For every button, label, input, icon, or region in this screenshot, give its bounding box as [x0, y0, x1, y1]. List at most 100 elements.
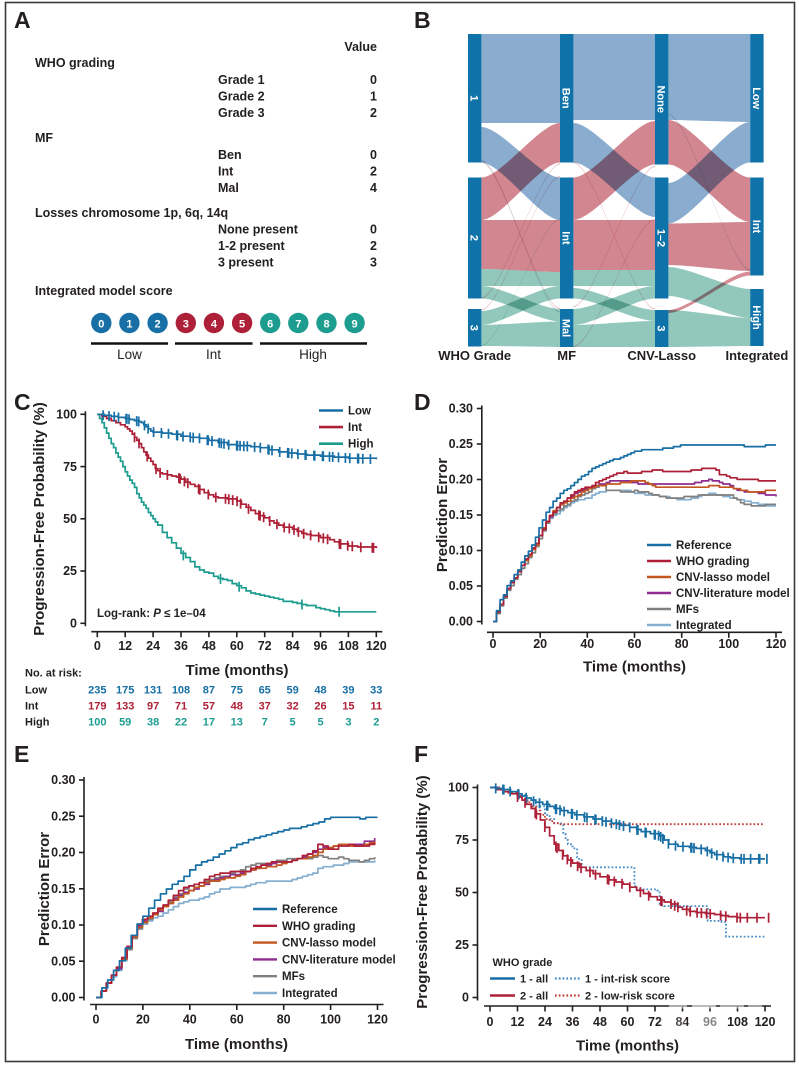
- svg-text:Low: Low: [117, 347, 142, 362]
- svg-text:133: 133: [116, 701, 134, 713]
- svg-text:Int: Int: [218, 165, 234, 179]
- svg-text:120: 120: [366, 639, 387, 653]
- svg-text:75: 75: [63, 460, 77, 474]
- svg-text:Grade 1: Grade 1: [218, 73, 265, 87]
- svg-text:4: 4: [211, 318, 218, 330]
- svg-text:2: 2: [370, 165, 377, 179]
- svg-text:CNV-literature model: CNV-literature model: [676, 588, 790, 600]
- svg-text:75: 75: [455, 833, 469, 847]
- svg-text:0: 0: [462, 991, 469, 1005]
- svg-text:9: 9: [352, 318, 358, 330]
- svg-text:37: 37: [259, 701, 271, 713]
- svg-text:Integrated model score: Integrated model score: [35, 284, 173, 298]
- svg-text:3: 3: [183, 318, 189, 330]
- svg-text:None: None: [655, 85, 667, 113]
- svg-text:E: E: [14, 741, 29, 767]
- svg-text:CNV-literature model: CNV-literature model: [282, 954, 396, 966]
- svg-text:72: 72: [258, 639, 272, 653]
- svg-text:4: 4: [370, 181, 377, 195]
- svg-text:120: 120: [367, 1013, 388, 1027]
- svg-text:High: High: [348, 439, 374, 451]
- svg-text:3: 3: [655, 325, 667, 331]
- svg-text:WHO grade: WHO grade: [493, 957, 553, 969]
- svg-text:MFs: MFs: [676, 604, 699, 616]
- svg-text:20: 20: [533, 637, 547, 651]
- svg-text:120: 120: [755, 1015, 776, 1029]
- svg-text:Low: Low: [348, 406, 371, 418]
- svg-text:Reference: Reference: [282, 904, 338, 916]
- svg-text:Grade 3: Grade 3: [218, 106, 265, 120]
- svg-text:15: 15: [342, 701, 354, 713]
- svg-text:High: High: [299, 347, 327, 362]
- svg-text:36: 36: [174, 639, 188, 653]
- svg-text:7: 7: [295, 318, 301, 330]
- svg-text:Losses chromosome 1p, 6q, 14q: Losses chromosome 1p, 6q, 14q: [35, 206, 228, 220]
- svg-text:Integrated: Integrated: [725, 348, 788, 363]
- svg-text:80: 80: [277, 1013, 291, 1027]
- svg-text:MFs: MFs: [282, 971, 305, 983]
- svg-text:5: 5: [239, 318, 245, 330]
- svg-text:179: 179: [88, 701, 106, 713]
- svg-text:Log-rank: P ≤ 1e–04: Log-rank: P ≤ 1e–04: [97, 608, 206, 620]
- svg-text:36: 36: [566, 1015, 580, 1029]
- svg-text:3: 3: [345, 717, 351, 729]
- svg-text:High: High: [750, 305, 762, 330]
- svg-text:100: 100: [56, 408, 77, 422]
- svg-text:97: 97: [147, 701, 159, 713]
- svg-text:Progression-Free Probability (: Progression-Free Probability (%): [414, 775, 431, 1008]
- svg-text:Progression-Free Probability (: Progression-Free Probability (%): [31, 402, 48, 635]
- svg-text:0.30: 0.30: [51, 773, 75, 787]
- svg-text:0: 0: [490, 637, 497, 651]
- svg-text:60: 60: [628, 637, 642, 651]
- svg-text:26: 26: [314, 701, 326, 713]
- svg-text:5: 5: [290, 717, 296, 729]
- svg-text:24: 24: [538, 1015, 552, 1029]
- svg-text:Time (months): Time (months): [185, 662, 288, 679]
- svg-text:Ben: Ben: [560, 88, 572, 109]
- svg-text:WHO grading: WHO grading: [282, 921, 355, 933]
- svg-text:0.25: 0.25: [449, 437, 473, 451]
- svg-text:0: 0: [370, 223, 377, 237]
- svg-text:2: 2: [468, 235, 480, 241]
- svg-text:32: 32: [286, 701, 298, 713]
- svg-text:F: F: [414, 741, 428, 767]
- svg-text:0.30: 0.30: [449, 402, 473, 416]
- svg-text:Grade 2: Grade 2: [218, 90, 265, 104]
- svg-text:84: 84: [676, 1015, 690, 1029]
- svg-text:Int: Int: [206, 347, 221, 362]
- svg-text:2: 2: [155, 318, 161, 330]
- svg-text:0.15: 0.15: [449, 508, 473, 522]
- svg-text:60: 60: [230, 639, 244, 653]
- svg-text:12: 12: [118, 639, 132, 653]
- svg-text:50: 50: [455, 886, 469, 900]
- svg-text:175: 175: [116, 685, 134, 697]
- svg-text:C: C: [14, 389, 31, 415]
- svg-text:7: 7: [262, 717, 268, 729]
- svg-text:Int: Int: [348, 422, 362, 434]
- svg-text:Low: Low: [25, 685, 47, 697]
- svg-text:Int: Int: [750, 220, 762, 234]
- svg-text:None present: None present: [218, 223, 299, 237]
- svg-text:6: 6: [267, 318, 273, 330]
- svg-text:48: 48: [202, 639, 216, 653]
- svg-text:2 - low-risk score: 2 - low-risk score: [585, 991, 675, 1003]
- svg-text:22: 22: [175, 717, 187, 729]
- svg-text:5: 5: [317, 717, 323, 729]
- svg-text:120: 120: [766, 637, 787, 651]
- svg-text:59: 59: [119, 717, 131, 729]
- svg-text:65: 65: [259, 685, 271, 697]
- svg-text:1: 1: [370, 90, 377, 104]
- svg-text:0.05: 0.05: [449, 579, 473, 593]
- svg-text:Int: Int: [560, 231, 572, 245]
- svg-text:2: 2: [373, 717, 379, 729]
- svg-text:Time (months): Time (months): [576, 1038, 679, 1055]
- svg-text:24: 24: [146, 639, 160, 653]
- svg-text:108: 108: [338, 639, 359, 653]
- svg-text:48: 48: [314, 685, 326, 697]
- svg-text:1 - int-risk score: 1 - int-risk score: [585, 974, 670, 986]
- svg-text:60: 60: [621, 1015, 635, 1029]
- svg-text:0.10: 0.10: [449, 544, 473, 558]
- svg-text:WHO grading: WHO grading: [676, 556, 749, 568]
- svg-text:CNV-lasso model: CNV-lasso model: [282, 938, 376, 950]
- svg-text:33: 33: [370, 685, 382, 697]
